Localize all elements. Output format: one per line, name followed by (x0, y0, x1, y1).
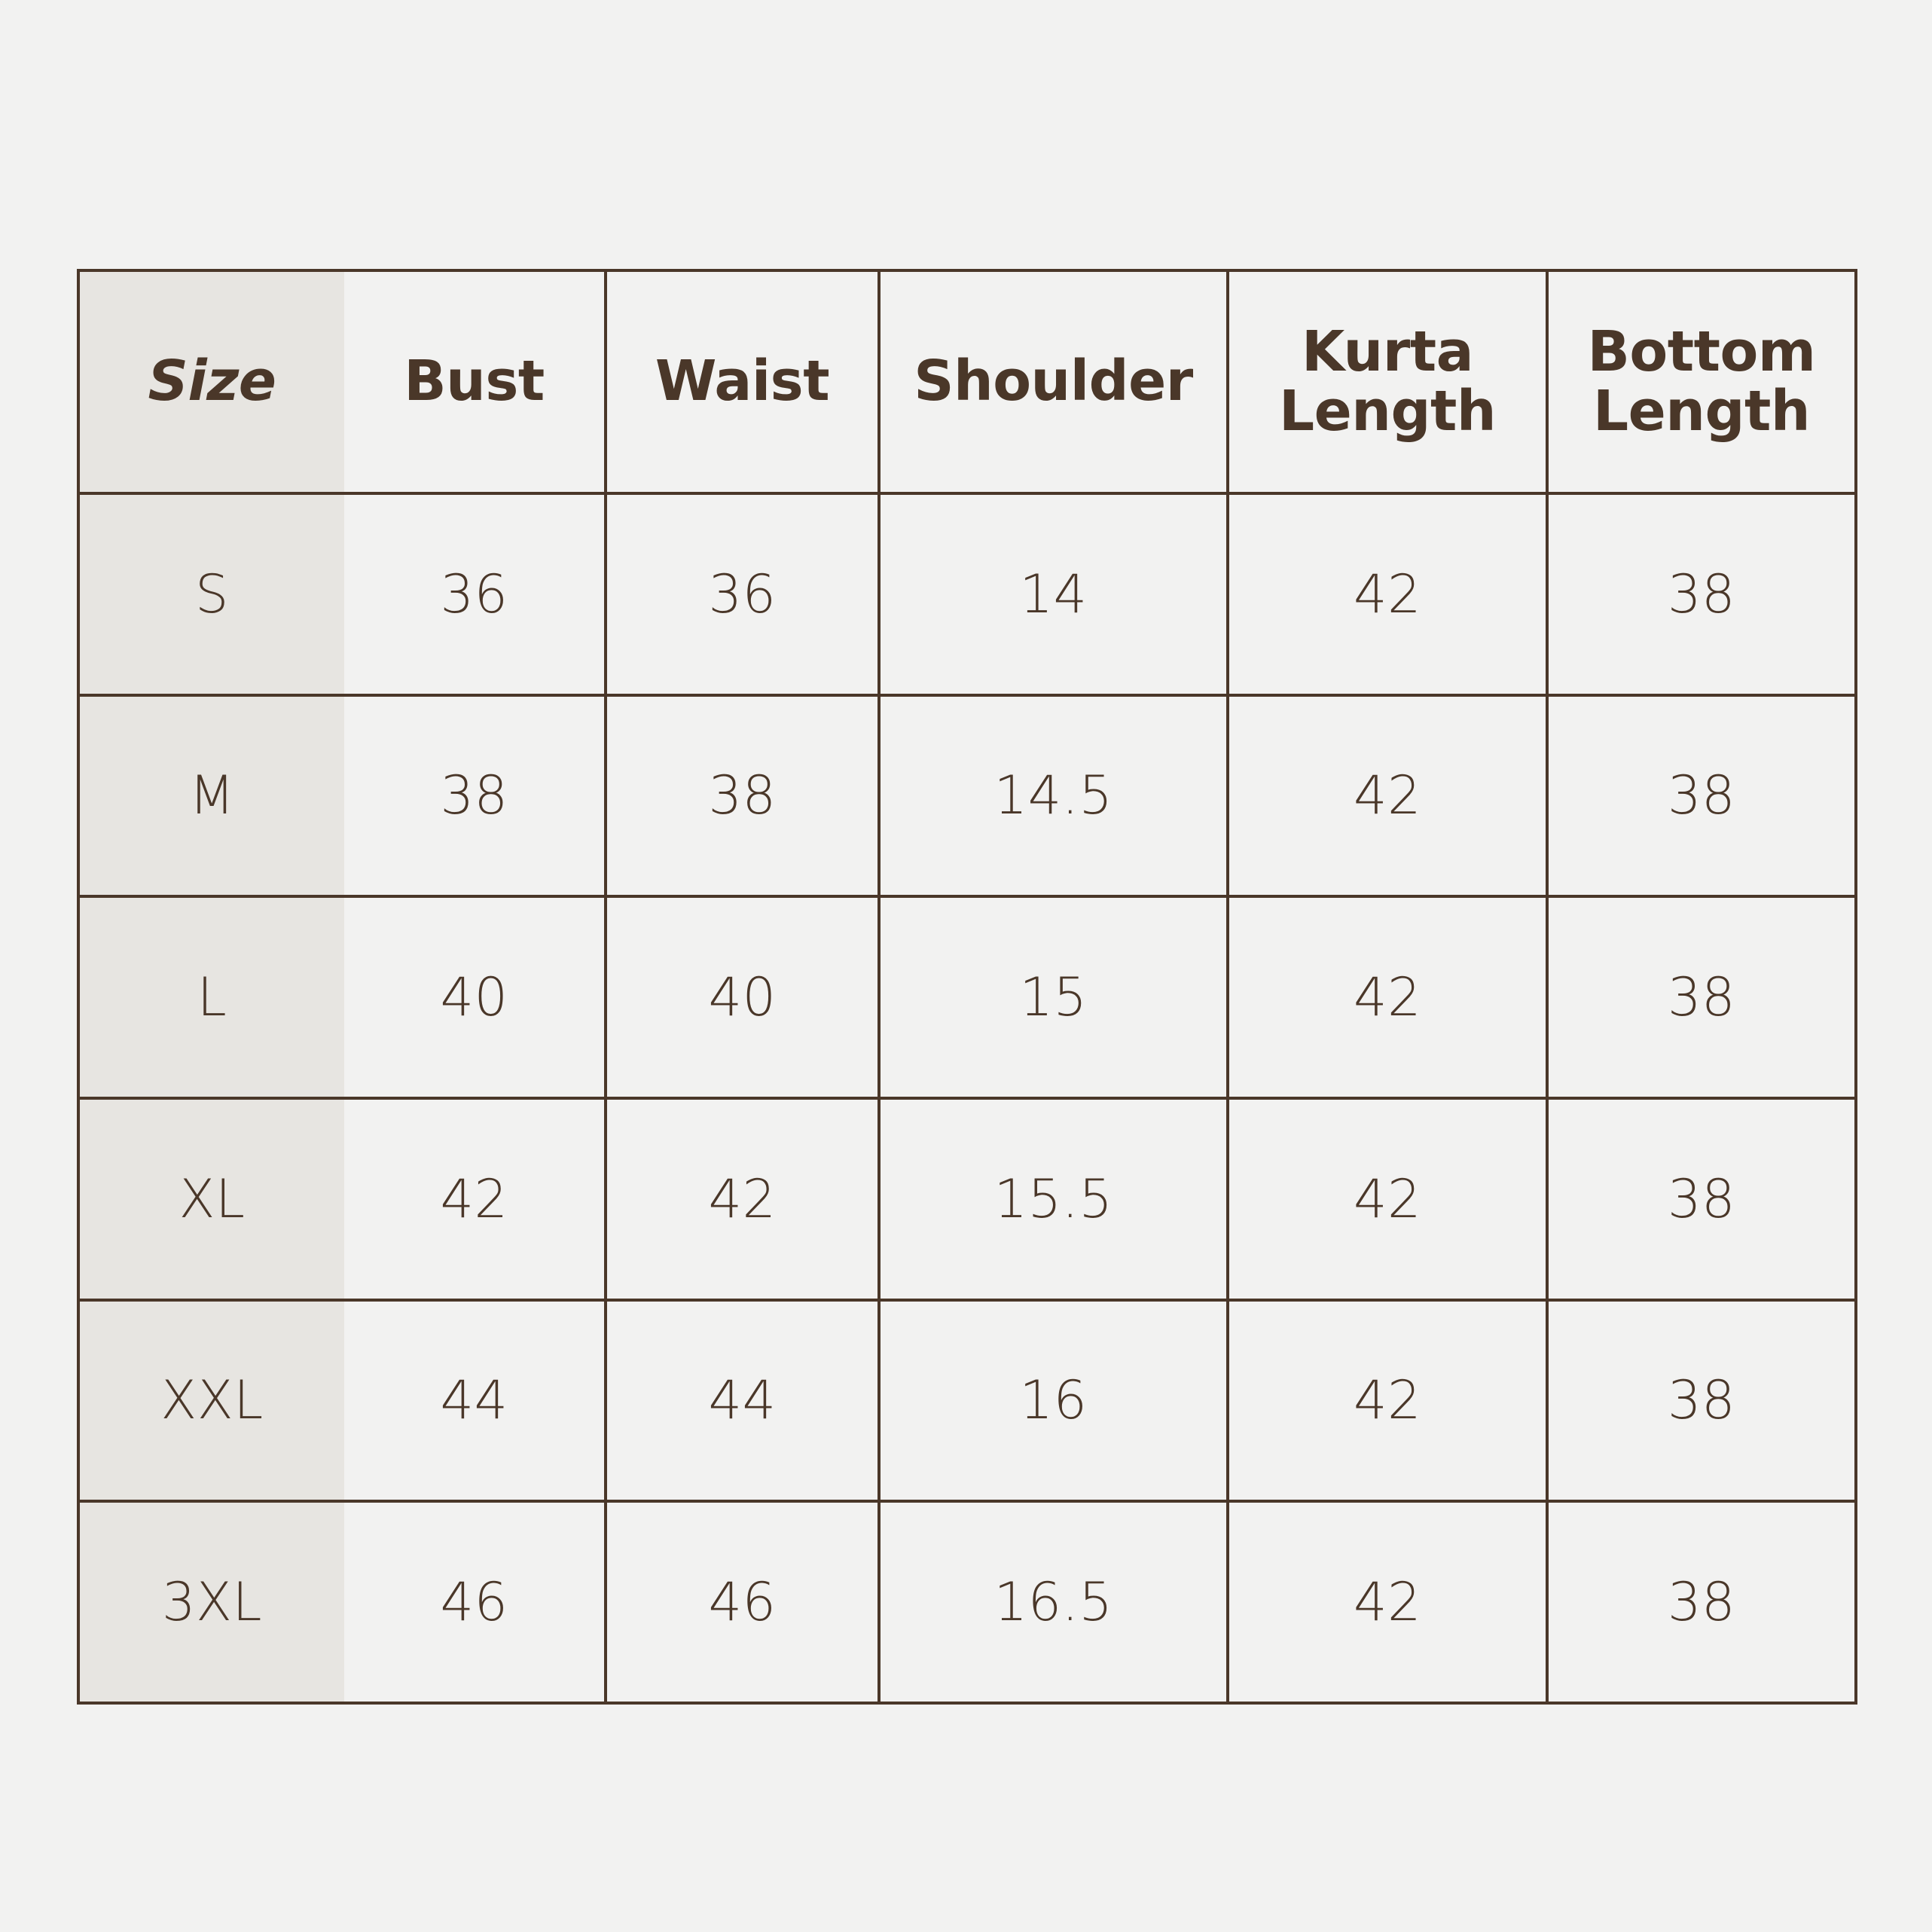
column-header-bust-line-0: Bust (404, 349, 545, 414)
column-header-kurta-line-1: Length (1278, 379, 1497, 444)
cell-bottom-l: 38 (1546, 895, 1856, 1098)
cell-kurta-s: 42 (1226, 492, 1547, 695)
column-header-kurta: Kurta Length (1226, 270, 1547, 493)
cell-waist-m: 38 (604, 693, 879, 897)
cell-bust-3xl: 46 (344, 1500, 606, 1703)
cell-size-l: L (78, 895, 344, 1098)
column-header-waist: Waist (604, 270, 879, 493)
size-chart-table: Size Bust Waist Shoulder Kurta Length Bottom Le… (77, 269, 1857, 1705)
table-row: L 40 40 15 42 38 (78, 895, 1856, 1098)
cell-waist-l: 40 (604, 895, 879, 1098)
cell-bottom-m: 38 (1546, 693, 1856, 897)
cell-bottom-xl: 38 (1546, 1096, 1856, 1300)
cell-kurta-m: 42 (1226, 693, 1547, 897)
cell-shoulder-xl: 15.5 (877, 1096, 1228, 1300)
cell-bust-m: 38 (344, 693, 606, 897)
column-header-bust: Bust (344, 270, 606, 493)
column-header-size-line-0: Size (148, 349, 276, 414)
table-row: M 38 38 14.5 42 38 (78, 693, 1856, 897)
cell-shoulder-s: 14 (877, 492, 1228, 695)
cell-size-m: M (78, 693, 344, 897)
cell-bottom-3xl: 38 (1546, 1500, 1856, 1703)
table-row: S 36 36 14 42 38 (78, 492, 1856, 695)
column-header-shoulder: Shoulder (877, 270, 1228, 493)
cell-shoulder-3xl: 16.5 (877, 1500, 1228, 1703)
header-row: Size Bust Waist Shoulder Kurta Length Bottom Le… (78, 270, 1856, 493)
cell-size-s: S (78, 492, 344, 695)
cell-waist-xl: 42 (604, 1096, 879, 1300)
table-row: XXL 44 44 16 42 38 (78, 1298, 1856, 1502)
cell-size-3xl: 3XL (78, 1500, 344, 1703)
column-header-bottom: Bottom Length (1546, 270, 1856, 493)
cell-waist-3xl: 46 (604, 1500, 879, 1703)
cell-kurta-xl: 42 (1226, 1096, 1547, 1300)
column-header-size: Size (78, 270, 344, 493)
column-header-kurta-line-0: Kurta (1301, 319, 1474, 384)
cell-bottom-xxl: 38 (1546, 1298, 1856, 1502)
cell-kurta-xxl: 42 (1226, 1298, 1547, 1502)
table-row: XL 42 42 15.5 42 38 (78, 1096, 1856, 1300)
column-header-bottom-line-1: Length (1592, 379, 1811, 444)
table-header: Size Bust Waist Shoulder Kurta Length Bottom Le… (78, 270, 1856, 493)
column-header-waist-line-0: Waist (655, 349, 830, 414)
cell-bottom-s: 38 (1546, 492, 1856, 695)
cell-shoulder-l: 15 (877, 895, 1228, 1098)
column-header-bottom-line-0: Bottom (1587, 319, 1816, 384)
cell-bust-l: 40 (344, 895, 606, 1098)
table-row: 3XL 46 46 16.5 42 38 (78, 1500, 1856, 1703)
cell-bust-s: 36 (344, 492, 606, 695)
cell-bust-xxl: 44 (344, 1298, 606, 1502)
cell-shoulder-m: 14.5 (877, 693, 1228, 897)
cell-size-xl: XL (78, 1096, 344, 1300)
cell-shoulder-xxl: 16 (877, 1298, 1228, 1502)
cell-kurta-l: 42 (1226, 895, 1547, 1098)
cell-bust-xl: 42 (344, 1096, 606, 1300)
cell-waist-s: 36 (604, 492, 879, 695)
cell-waist-xxl: 44 (604, 1298, 879, 1502)
table-body: S 36 36 14 42 38 M 38 38 14.5 42 38 L 40 40 15 42 38 XL 42 4… (78, 492, 1856, 1703)
cell-kurta-3xl: 42 (1226, 1500, 1547, 1703)
column-header-shoulder-line-0: Shoulder (914, 349, 1193, 414)
cell-size-xxl: XXL (78, 1298, 344, 1502)
